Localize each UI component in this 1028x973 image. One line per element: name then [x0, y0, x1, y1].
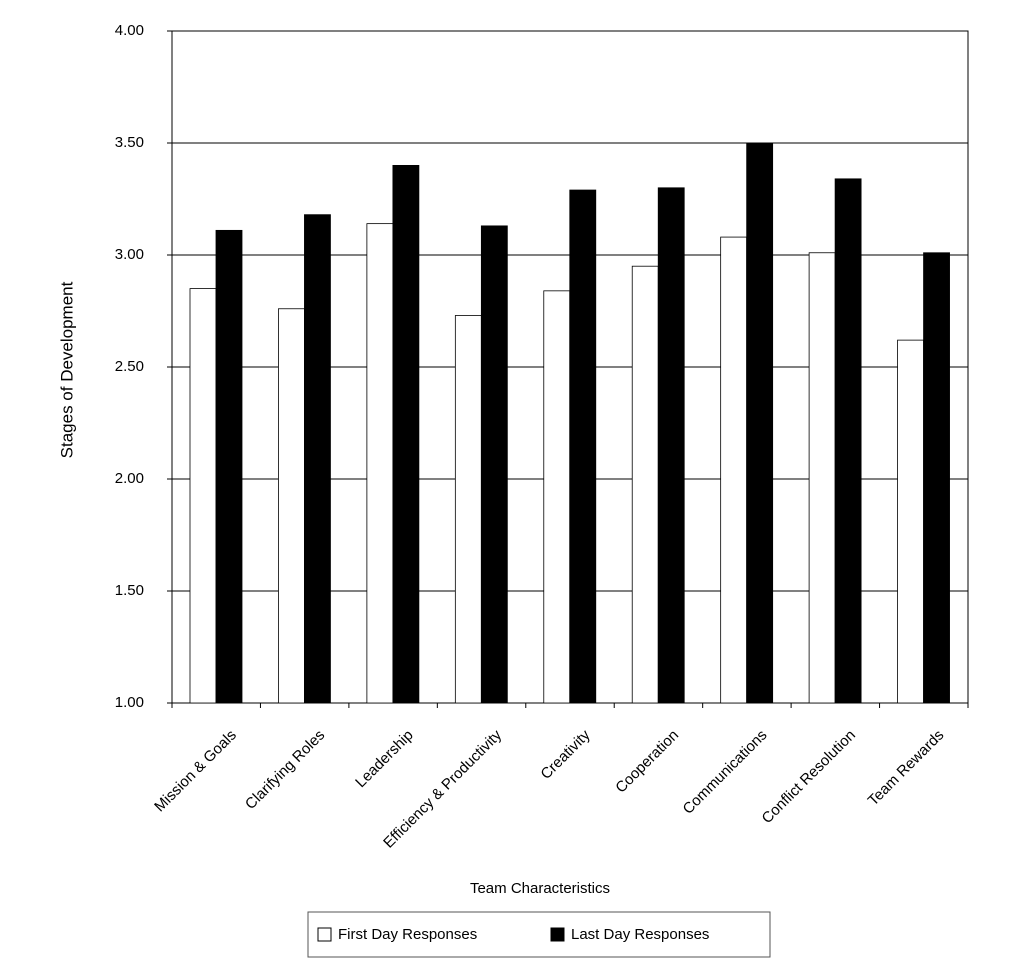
bar — [808, 252, 836, 704]
bar — [720, 236, 748, 704]
legend-swatch — [317, 927, 332, 942]
legend-swatch — [550, 927, 565, 942]
x-tick-label: Cooperation — [612, 727, 682, 797]
bar — [657, 187, 685, 704]
bar — [304, 214, 331, 704]
bar — [834, 178, 862, 704]
bar — [897, 339, 924, 704]
bar — [392, 164, 420, 704]
legend-label: First Day Responses — [338, 926, 477, 943]
x-tick-label: Team Rewards — [865, 727, 948, 810]
x-tick-label: Communications — [680, 727, 771, 818]
x-tick-label: Conflict Resolution — [759, 727, 859, 827]
bar — [569, 189, 597, 704]
bar — [278, 308, 305, 704]
bar — [454, 315, 482, 704]
bar — [189, 288, 217, 704]
bar — [543, 290, 571, 704]
x-tick-label: Clarifying Roles — [242, 727, 328, 813]
y-tick-label: 3.00 — [115, 246, 144, 263]
y-tick-label: 2.00 — [115, 470, 144, 487]
bar — [746, 142, 774, 704]
legend-box — [307, 911, 771, 958]
y-tick-label: 4.00 — [115, 22, 144, 39]
y-tick-label: 1.00 — [115, 694, 144, 711]
bar — [923, 252, 950, 704]
x-axis-title: Team Characteristics — [470, 880, 610, 897]
bar — [480, 225, 508, 704]
legend-label: Last Day Responses — [571, 926, 709, 943]
bar — [366, 223, 394, 704]
y-tick-label: 1.50 — [115, 582, 144, 599]
x-tick-label: Mission & Goals — [151, 727, 240, 816]
bar — [215, 229, 243, 704]
x-tick-label: Leadership — [352, 727, 417, 792]
bar — [631, 265, 659, 704]
y-tick-label: 2.50 — [115, 358, 144, 375]
x-tick-label: Creativity — [537, 726, 594, 783]
y-axis-title: Stages of Development — [57, 281, 76, 458]
y-tick-label: 3.50 — [115, 134, 144, 151]
